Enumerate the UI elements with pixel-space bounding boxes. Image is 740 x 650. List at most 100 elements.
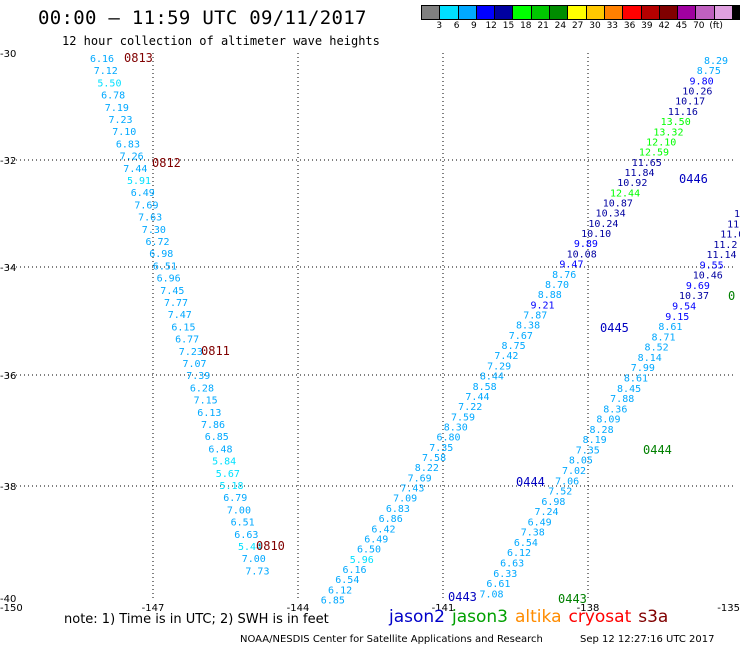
color-scale-label: 6: [453, 21, 460, 31]
wave-height-value: 11.84: [624, 168, 654, 179]
color-scale-label: 42: [658, 21, 670, 31]
wave-height-value: 6.42: [371, 524, 395, 535]
wave-height-value: 8.36: [603, 404, 627, 415]
pass-time-label: 0: [728, 289, 735, 303]
longitude-tick-label: -144: [287, 603, 310, 614]
wave-height-value: 11.16: [668, 107, 698, 118]
wave-height-value: 10.17: [675, 97, 705, 108]
wave-height-value: 8.09: [596, 415, 620, 426]
pass-time-label: 0444: [516, 475, 545, 489]
wave-height-value: 9.54: [672, 302, 696, 313]
units-note: note: 1) Time is in UTC; 2) SWH is in fe…: [64, 612, 329, 627]
color-scale-label: 39: [641, 21, 653, 31]
wave-height-value: 7.26: [120, 152, 144, 163]
wave-height-value: 6.49: [528, 517, 552, 528]
wave-height-value: 8.05: [569, 456, 593, 467]
satellite-legend: jason2 jason3 altika cryosat s3a: [389, 607, 675, 627]
wave-height-value: 6.54: [514, 538, 538, 549]
color-scale-label: 24: [554, 21, 567, 31]
wave-height-value: 6.50: [357, 545, 381, 556]
wave-height-value: 8.14: [638, 353, 662, 364]
wave-height-value: 12.44: [610, 188, 640, 199]
legend-satellite-cryosat: cryosat: [568, 607, 632, 627]
wave-height-value: 7.42: [494, 351, 518, 362]
wave-height-value: 6.16: [343, 565, 367, 576]
map-grid: [8, 53, 734, 598]
color-scale-label: 45: [675, 21, 688, 31]
longitude-tick-label: -150: [0, 603, 23, 614]
wave-height-value: 7.08: [479, 589, 503, 600]
wave-height-value: 10.46: [693, 271, 723, 282]
wave-height-value: 6.49: [364, 534, 388, 545]
wave-height-value: 11.65: [632, 158, 662, 169]
pass-time-label: 0443: [558, 592, 587, 606]
wave-height-value: 7.43: [400, 484, 424, 495]
wave-height-value: 6.78: [101, 91, 125, 102]
wave-height-value: 7.23: [179, 347, 203, 358]
wave-height-value: 7.02: [562, 466, 586, 477]
color-scale-label: 15: [502, 21, 515, 31]
wave-height-value: 7.44: [465, 392, 489, 403]
wave-height-value: 9.21: [530, 300, 554, 311]
legend-satellite-jason3: jason3: [452, 607, 508, 627]
legend-satellite-altika: altika: [515, 607, 562, 627]
wave-height-value: 6.49: [131, 188, 155, 199]
wave-height-value: 13.50: [661, 117, 691, 128]
wave-height-value: 6.85: [205, 432, 229, 443]
pass-labels: 0813 0812 0811 0810 0446 0445 0444 0443 0444 0443…: [124, 51, 735, 606]
color-scale-label: 12: [485, 21, 497, 31]
wave-height-value: 8.61: [658, 322, 682, 333]
longitude-tick-label: -135: [717, 603, 740, 614]
wave-height-value: 5.84: [212, 457, 236, 468]
wave-height-value: 10.34: [596, 209, 626, 220]
wave-height-value: 7.88: [610, 394, 634, 405]
wave-height-value: 7.77: [164, 298, 188, 309]
wave-height-value: 8.22: [415, 463, 439, 474]
wave-height-value: 7.00: [227, 505, 251, 516]
color-scale-label: 30: [589, 21, 601, 31]
altimeter-track: 8.298.759.8010.2610.1711.1613.5013.3212.…: [321, 56, 728, 607]
wave-height-value: 9.15: [665, 312, 689, 323]
wave-height-value: 10.10: [581, 229, 611, 240]
latitude-labels: -30 -32 -34 -36 -38 -40: [0, 49, 16, 605]
legend-satellite-s3a: s3a: [638, 607, 669, 627]
wave-height-value: 6.48: [208, 444, 232, 455]
wave-height-value: 7.44: [123, 164, 147, 175]
pass-time-label: 0813: [124, 51, 153, 65]
wave-height-value: 7.63: [138, 213, 162, 224]
wave-height-value: 6.51: [231, 518, 255, 529]
wave-height-value: 8.88: [538, 290, 562, 301]
pass-time-label: 0810: [256, 539, 285, 553]
pass-time-label: 0811: [201, 344, 230, 358]
wave-height-value: 13.32: [653, 127, 683, 138]
wave-height-value: 7.58: [422, 453, 446, 464]
wave-height-value: 9.47: [559, 260, 583, 271]
wave-height-value: 5.50: [97, 78, 121, 89]
wave-height-value: 6.33: [493, 569, 517, 580]
wave-height-value: 12.10: [646, 137, 676, 148]
color-scale-label: 9: [471, 21, 477, 31]
wave-height-value: 7.45: [160, 286, 184, 297]
wave-height-value: 5.96: [350, 555, 374, 566]
latitude-tick-label: -32: [0, 156, 16, 167]
wave-height-value: 6.77: [175, 335, 199, 346]
wave-height-value: 7.86: [201, 420, 225, 431]
wave-height-value: 6.12: [507, 548, 531, 559]
wave-height-value: 7.87: [523, 311, 547, 322]
wave-height-value: 7.10: [112, 127, 136, 138]
wave-height-value: 5.91: [127, 176, 151, 187]
pass-time-label: 0444: [643, 443, 672, 457]
color-scale-labels: 3 6 9 12 15 18 21 24 27 30 33 36 39 42 45 70 (ft): [422, 21, 740, 33]
wave-height-value: 9.89: [574, 239, 598, 250]
longitude-tick-label: -141: [432, 603, 455, 614]
color-scale-label: 36: [623, 21, 636, 31]
wave-height-value: 5.18: [220, 481, 244, 492]
altimeter-track: 6.167.125.506.787.197.237.106.837.267.44…: [90, 54, 269, 577]
wave-height-value: 6.98: [541, 497, 565, 508]
wave-height-value: 6.80: [436, 433, 460, 444]
wave-height-value: 6.96: [157, 274, 181, 285]
wave-height-value: 9.80: [690, 76, 714, 87]
wave-height-value: 6.79: [223, 493, 247, 504]
page-subtitle: 12 hour collection of altimeter wave hei…: [62, 34, 380, 48]
